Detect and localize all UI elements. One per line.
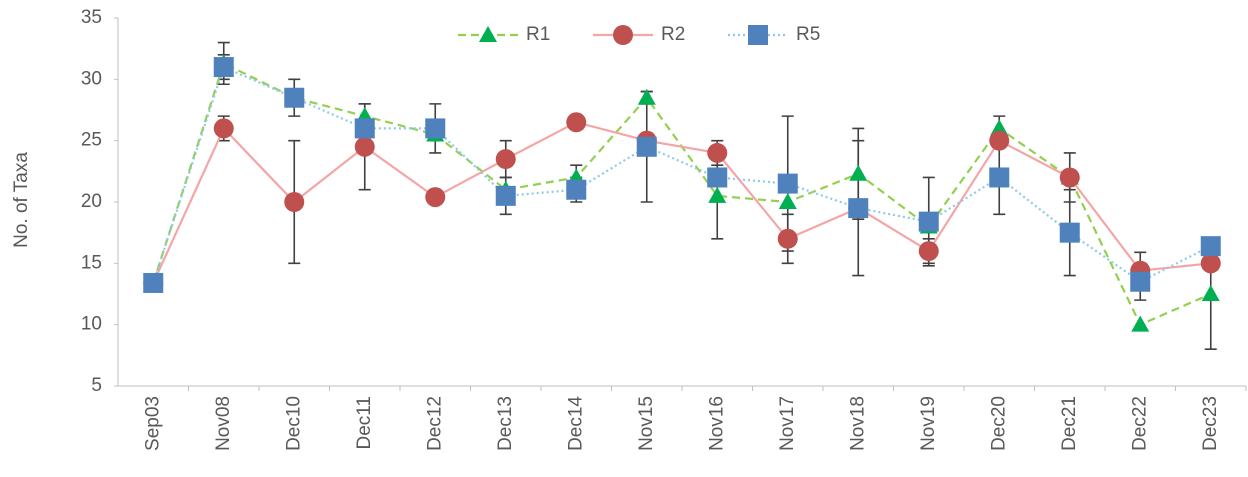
- y-tick-label: 30: [81, 68, 102, 89]
- y-tick-label: 20: [81, 191, 102, 212]
- data-point: [495, 185, 516, 206]
- data-point: [918, 241, 939, 262]
- data-point: [636, 136, 657, 157]
- legend-marker: [479, 26, 497, 42]
- data-point: [778, 193, 797, 209]
- series-line: [152, 61, 1212, 327]
- series-line: [152, 121, 1211, 284]
- data-point: [848, 198, 869, 219]
- x-tick-label: Dec12: [424, 396, 445, 451]
- data-point: [213, 57, 234, 78]
- data-point: [990, 119, 1009, 136]
- legend-marker: [613, 25, 633, 45]
- data-point: [495, 149, 516, 170]
- data-point: [1059, 167, 1080, 188]
- data-point: [1201, 285, 1220, 301]
- legend-label: R5: [796, 24, 820, 45]
- data-point: [284, 87, 305, 108]
- data-point: [284, 192, 305, 212]
- legend-label: R1: [526, 24, 550, 45]
- data-point: [1059, 222, 1080, 243]
- y-tick-label: 35: [81, 7, 102, 28]
- x-tick-label: Dec10: [283, 396, 304, 451]
- legend-marker: [748, 25, 768, 45]
- data-point: [143, 272, 164, 293]
- y-tick-label: 25: [81, 130, 102, 151]
- x-tick-label: Nov19: [918, 396, 939, 451]
- data-point: [425, 187, 446, 208]
- x-tick-label: Nov08: [213, 396, 234, 451]
- data-point: [425, 118, 446, 139]
- x-tick-label: Dec14: [565, 396, 586, 451]
- data-point: [1200, 236, 1221, 257]
- data-point: [566, 112, 587, 133]
- data-point: [918, 211, 939, 232]
- data-point: [707, 167, 728, 188]
- data-point: [1200, 253, 1221, 274]
- data-point: [354, 118, 375, 139]
- y-axis-label: No. of Taxa: [11, 152, 32, 248]
- legend-label: R2: [661, 24, 685, 45]
- x-tick-label: Dec20: [988, 396, 1009, 451]
- x-tick-label: Dec11: [354, 396, 375, 450]
- y-tick-label: 10: [81, 314, 102, 335]
- x-tick-label: Nov15: [636, 396, 657, 451]
- x-tick-label: Dec13: [495, 396, 516, 451]
- x-tick-label: Nov18: [847, 396, 868, 451]
- data-point: [849, 164, 868, 181]
- data-point: [707, 142, 728, 163]
- data-point: [1131, 315, 1150, 332]
- data-point: [989, 130, 1010, 151]
- data-point: [213, 118, 234, 139]
- data-point: [637, 88, 656, 105]
- y-tick-label: 5: [91, 375, 102, 396]
- x-tick-label: Dec21: [1059, 396, 1080, 451]
- data-point: [1130, 271, 1151, 292]
- x-tick-label: Dec23: [1200, 396, 1221, 451]
- series-line: [152, 65, 1212, 284]
- y-tick-label: 15: [81, 252, 102, 273]
- x-tick-label: Dec22: [1129, 396, 1150, 451]
- data-point: [354, 136, 375, 157]
- data-point: [708, 186, 727, 203]
- data-point: [566, 179, 587, 200]
- data-point: [777, 228, 798, 249]
- data-point: [989, 167, 1010, 188]
- data-point: [777, 173, 798, 194]
- x-tick-label: Nov17: [777, 396, 798, 451]
- x-tick-label: Sep03: [142, 396, 163, 451]
- x-tick-label: Nov16: [706, 396, 727, 451]
